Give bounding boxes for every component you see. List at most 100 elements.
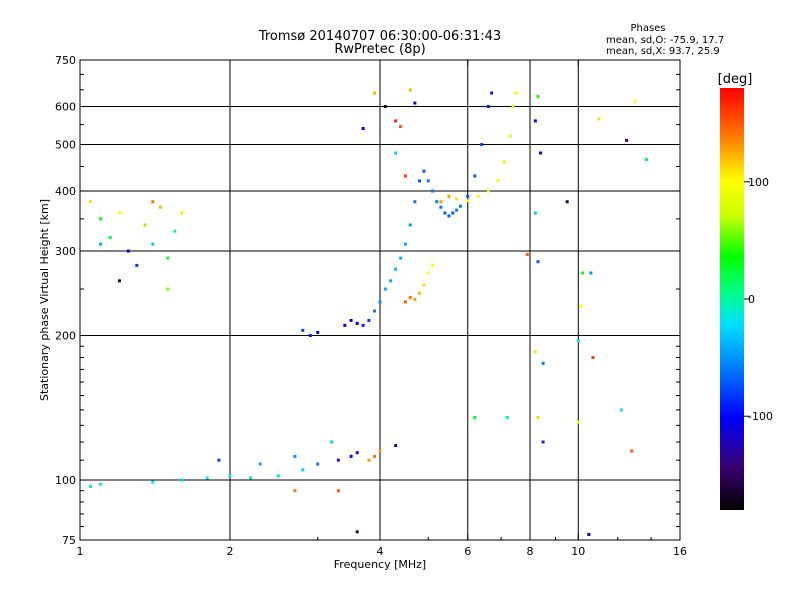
- x-axis-label: Frequency [MHz]: [334, 558, 426, 571]
- y-tick-label: 600: [55, 101, 76, 114]
- x-tick-label: 10: [571, 545, 585, 558]
- data-point: [166, 256, 170, 260]
- data-point: [644, 158, 648, 162]
- data-point: [536, 94, 540, 98]
- data-point: [536, 260, 540, 264]
- data-point: [355, 530, 359, 534]
- data-point: [383, 105, 387, 109]
- data-point: [536, 415, 540, 419]
- data-point: [151, 200, 155, 204]
- data-point: [99, 217, 103, 221]
- data-point: [361, 323, 365, 327]
- data-point: [173, 229, 177, 233]
- data-point: [630, 449, 634, 453]
- data-point: [496, 179, 500, 183]
- data-point: [431, 263, 435, 267]
- data-point: [447, 194, 451, 198]
- x-tick-label: 8: [527, 545, 534, 558]
- data-point: [490, 91, 494, 95]
- data-point: [455, 208, 459, 212]
- data-point: [143, 223, 147, 227]
- phases-o-stats: mean, sd,O: -75.9, 17.7: [606, 35, 724, 46]
- data-point: [505, 415, 509, 419]
- phases-header: Phases: [630, 23, 665, 34]
- y-tick-label: 300: [55, 245, 76, 258]
- axis-ticks: 1 2 4 6 8 10 16 75 100 200 300 400 500 600 750: [55, 54, 687, 558]
- data-point: [378, 300, 382, 304]
- x-tick-label: 16: [673, 545, 687, 558]
- data-point: [576, 339, 580, 343]
- data-point: [458, 204, 462, 208]
- data-point: [126, 249, 130, 253]
- data-point: [403, 242, 407, 246]
- data-point: [89, 200, 93, 204]
- x-tick-label: 6: [464, 545, 471, 558]
- data-point: [394, 267, 398, 271]
- chart-title: Tromsø 20140707 06:30:00-06:31:43: [258, 29, 501, 44]
- data-point: [443, 211, 447, 215]
- data-point: [413, 101, 417, 105]
- data-point: [336, 458, 340, 462]
- data-point: [576, 420, 580, 424]
- data-point: [541, 440, 545, 444]
- x-tick-label: 4: [377, 545, 384, 558]
- data-point: [394, 444, 398, 448]
- data-point: [633, 99, 637, 103]
- data-point: [578, 304, 582, 308]
- data-point: [533, 350, 537, 354]
- data-point: [108, 236, 112, 240]
- colorbar-tick-label: 0: [748, 293, 755, 306]
- y-tick-label: 200: [55, 330, 76, 343]
- y-tick-label: 100: [55, 474, 76, 487]
- data-point: [166, 287, 170, 291]
- data-point: [466, 199, 470, 203]
- y-tick-label: 400: [55, 185, 76, 198]
- colorbar: [720, 88, 744, 510]
- data-point: [591, 355, 595, 359]
- y-tick-label: 500: [55, 139, 76, 152]
- data-point: [455, 197, 459, 201]
- data-point: [228, 474, 232, 478]
- data-point: [502, 160, 506, 164]
- colorbar-tick-label: 100: [748, 176, 769, 189]
- x-tick-label: 2: [227, 545, 234, 558]
- data-point: [587, 533, 591, 537]
- data-point: [394, 151, 398, 155]
- data-point: [373, 454, 377, 458]
- data-point: [422, 283, 426, 287]
- data-point: [117, 279, 121, 283]
- data-point: [619, 408, 623, 412]
- data-point: [151, 242, 155, 246]
- data-point: [514, 91, 518, 95]
- colorbar-ticks: 100 0 -100: [744, 176, 773, 423]
- data-point: [135, 263, 139, 267]
- plot-frame: [79, 59, 681, 541]
- data-point: [293, 489, 297, 493]
- data-point: [408, 88, 412, 92]
- data-point: [336, 489, 340, 493]
- data-point: [597, 117, 601, 121]
- data-point: [476, 194, 480, 198]
- data-point: [330, 440, 334, 444]
- data-point: [89, 484, 93, 488]
- data-point: [373, 91, 377, 95]
- data-point: [539, 151, 543, 155]
- data-point: [394, 119, 398, 123]
- data-point: [249, 476, 253, 480]
- data-point: [422, 169, 426, 173]
- data-point: [541, 361, 545, 365]
- data-point: [293, 454, 297, 458]
- data-point: [389, 279, 393, 283]
- data-point: [447, 214, 451, 218]
- data-point: [355, 451, 359, 455]
- data-point: [151, 480, 155, 484]
- y-tick-label: 75: [62, 534, 76, 547]
- data-point: [158, 205, 162, 209]
- data-point: [349, 318, 353, 322]
- data-point: [439, 200, 443, 204]
- data-point: [417, 291, 421, 295]
- data-point: [486, 189, 490, 193]
- data-point: [533, 211, 537, 215]
- data-point: [581, 271, 585, 275]
- data-point: [117, 211, 121, 215]
